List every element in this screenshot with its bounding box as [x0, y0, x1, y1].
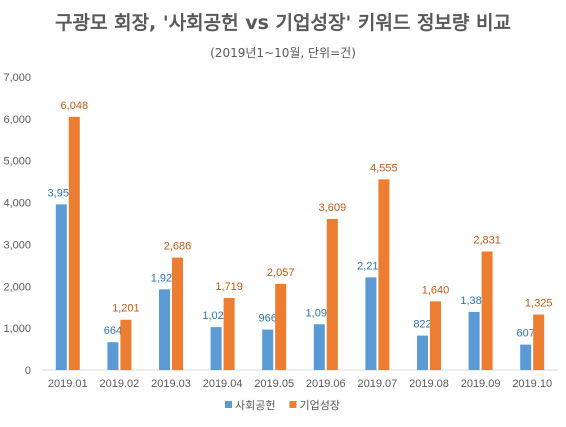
bar — [159, 289, 170, 370]
legend-swatch — [289, 401, 297, 408]
data-label: 966 — [259, 313, 277, 325]
bar — [313, 324, 325, 370]
bar — [468, 311, 480, 370]
y-tick-label: 2,000 — [3, 281, 31, 293]
x-tick-label: 2019.10 — [512, 378, 552, 390]
x-tick-label: 2019.05 — [254, 378, 294, 390]
bar — [365, 277, 377, 370]
bar — [172, 257, 183, 370]
y-tick-label: 3,000 — [3, 239, 31, 251]
bar — [430, 301, 441, 370]
data-label: 1,325 — [525, 298, 553, 310]
data-label: 822 — [413, 319, 431, 331]
y-tick-label: 0 — [25, 365, 31, 377]
bar — [533, 314, 545, 370]
data-label: 1,387 — [460, 295, 488, 307]
y-tick-label: 7,000 — [3, 72, 31, 84]
bar — [120, 319, 132, 370]
data-label: 1,719 — [215, 281, 243, 293]
bar — [223, 298, 235, 370]
x-tick-label: 2019.02 — [100, 378, 140, 390]
bar — [210, 327, 222, 370]
data-label: 2,057 — [267, 267, 295, 279]
data-label: 1,640 — [422, 284, 450, 296]
chart-subtitle: (2019년1~10월, 단위=건) — [210, 46, 356, 60]
bar — [378, 179, 390, 370]
bar — [262, 329, 274, 370]
y-tick-label: 1,000 — [3, 323, 31, 335]
legend-label: 기업성장 — [299, 399, 339, 412]
legend-label: 사회공헌 — [235, 399, 275, 412]
data-label: 1,927 — [151, 272, 179, 284]
data-label: 3,957 — [48, 187, 76, 199]
data-label: 1,025 — [202, 310, 230, 322]
data-label: 6,048 — [61, 100, 89, 112]
bar — [275, 283, 287, 370]
bar — [107, 342, 119, 370]
bar — [520, 344, 532, 370]
chart-title: 구광모 회장, '사회공헌 vs 기업성장' 키워드 정보량 비교 — [55, 12, 511, 34]
bar — [55, 204, 67, 370]
y-tick-label: 6,000 — [3, 114, 31, 126]
data-label: 664 — [104, 325, 122, 337]
data-label: 3,609 — [319, 202, 347, 214]
legend-swatch — [225, 401, 232, 408]
x-tick-label: 2019.03 — [151, 378, 191, 390]
data-label: 4,555 — [370, 162, 398, 174]
bar — [481, 251, 493, 370]
bar — [326, 218, 338, 370]
x-tick-label: 2019.06 — [306, 378, 346, 390]
data-label: 2,213 — [357, 260, 385, 272]
x-tick-label: 2019.04 — [203, 378, 243, 390]
data-label: 2,831 — [473, 235, 501, 247]
x-tick-label: 2019.09 — [461, 378, 501, 390]
data-label: 607 — [517, 328, 535, 340]
bar — [68, 116, 80, 371]
data-label: 2,686 — [164, 241, 192, 253]
y-tick-label: 5,000 — [3, 156, 31, 168]
x-tick-label: 2019.08 — [409, 378, 449, 390]
data-label: 1,201 — [112, 303, 140, 315]
x-tick-label: 2019.01 — [48, 378, 88, 390]
data-label: 1,093 — [306, 307, 334, 319]
bar — [417, 335, 428, 370]
x-tick-label: 2019.07 — [358, 378, 398, 390]
y-tick-label: 4,000 — [3, 198, 31, 210]
